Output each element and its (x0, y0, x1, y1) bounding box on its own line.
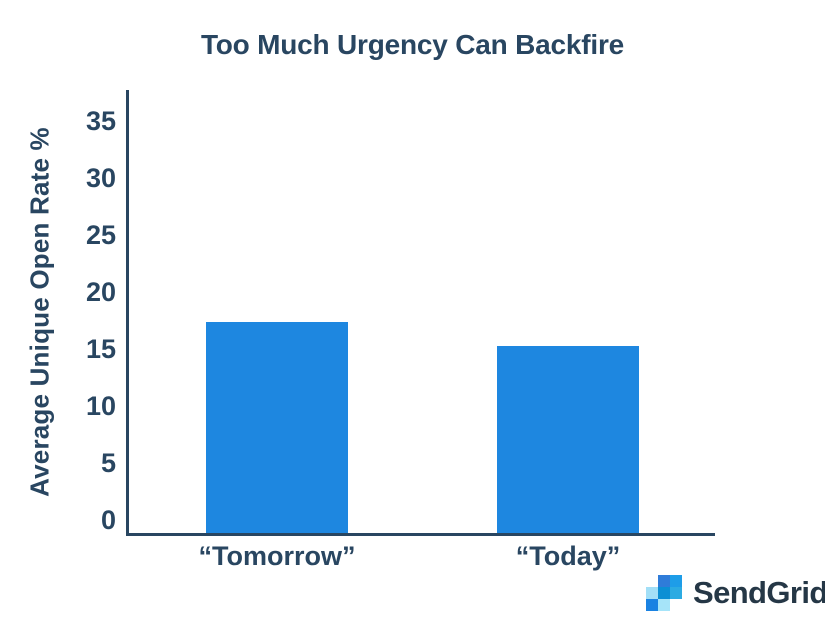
y-axis-line (126, 90, 129, 536)
sendgrid-logo: SendGrid (646, 575, 825, 615)
logo-pixel-r0c2 (670, 575, 682, 587)
logo-pixel-r0c1 (658, 575, 670, 587)
sendgrid-logo-text: SendGrid (693, 575, 825, 610)
x-tick-label-0: “Tomorrow” (198, 541, 356, 571)
bar-0 (206, 321, 348, 533)
x-tick-label-1: “Today” (515, 541, 621, 571)
logo-pixel-r1c1 (658, 587, 670, 599)
y-tick-label-0: 0 (100, 505, 116, 535)
logo-pixel-r2c0 (646, 599, 658, 611)
y-tick-label-25: 25 (85, 220, 116, 250)
logo-pixel-r2c1 (658, 599, 670, 611)
sendgrid-grid-icon (646, 575, 682, 611)
y-tick-label-10: 10 (85, 391, 116, 421)
x-axis-line (126, 533, 715, 536)
chart-title: Too Much Urgency Can Backfire (200, 29, 625, 60)
logo-pixel-r1c0 (646, 587, 658, 599)
y-tick-label-15: 15 (85, 334, 116, 364)
logo-pixel-r0c0 (646, 575, 658, 587)
logo-pixel-r1c2 (670, 587, 682, 599)
y-tick-label-35: 35 (85, 106, 116, 136)
y-tick-label-30: 30 (85, 163, 116, 193)
y-tick-label-20: 20 (85, 277, 116, 307)
logo-pixel-r2c2 (670, 599, 682, 611)
bar-1 (497, 345, 639, 533)
y-tick-label-5: 5 (100, 448, 116, 478)
